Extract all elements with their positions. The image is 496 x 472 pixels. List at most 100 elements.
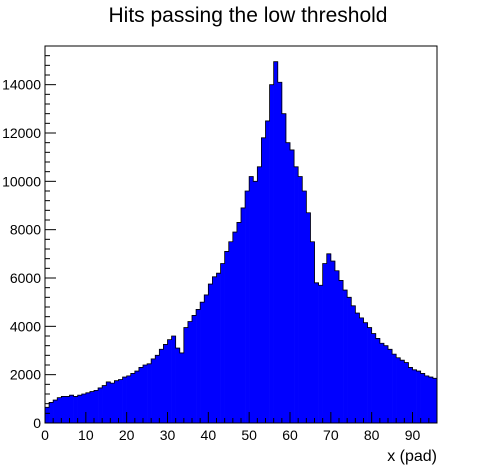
histogram-bar	[383, 345, 389, 423]
histogram-bar	[404, 362, 409, 423]
histogram-bar	[102, 385, 107, 423]
histogram-bar	[175, 348, 181, 423]
histogram-bar	[89, 391, 95, 423]
histogram-bar	[367, 327, 372, 423]
histogram-bar	[208, 284, 213, 423]
histogram-bar	[351, 305, 356, 423]
histogram-bar	[269, 84, 274, 424]
histogram-bar	[49, 402, 54, 423]
histogram-bar	[69, 395, 74, 423]
histogram-bar	[347, 297, 352, 423]
histogram-bar	[318, 285, 323, 423]
histogram-bar	[371, 333, 377, 423]
histogram-bar	[432, 378, 438, 423]
histogram-bar	[273, 61, 279, 423]
histogram-bar	[290, 149, 295, 423]
histogram-bar	[114, 380, 119, 423]
histogram-bar	[416, 371, 421, 423]
histogram-bar	[126, 375, 132, 423]
histogram-bar	[159, 349, 164, 423]
histogram-bar	[130, 373, 136, 423]
histogram-outline	[44, 61, 438, 423]
histogram-bar	[192, 315, 197, 423]
histogram-bar	[396, 357, 401, 423]
histogram-bar	[420, 373, 426, 423]
histogram-bar	[343, 290, 348, 423]
y-tick-label: 12000	[2, 125, 41, 141]
histogram-bar	[359, 317, 364, 423]
histogram-bar	[412, 369, 417, 423]
histogram-bar	[392, 354, 397, 423]
histogram-bar	[265, 120, 270, 424]
x-tick-label: 0	[41, 427, 49, 443]
histogram-bar	[98, 387, 103, 423]
histogram-bar	[322, 263, 328, 423]
histogram-bar	[118, 379, 123, 423]
histogram-bar	[302, 191, 307, 423]
histogram-bar	[171, 336, 176, 423]
y-tick-label: 6000	[10, 270, 41, 286]
histogram-bar	[110, 383, 115, 423]
histogram-bar	[310, 241, 315, 423]
histogram-bar	[216, 273, 221, 423]
histogram-bar	[196, 309, 201, 423]
histogram-bar	[212, 276, 217, 423]
histogram-bar	[232, 232, 238, 423]
histogram-bar	[314, 282, 319, 423]
histogram-bar	[379, 343, 385, 423]
histogram-bar	[326, 253, 332, 423]
histogram-bar	[408, 367, 413, 423]
histogram-bar	[94, 390, 99, 423]
histogram-bar	[277, 82, 283, 423]
histogram-bar	[147, 363, 152, 423]
y-tick-label: 2000	[10, 367, 41, 383]
histogram-bar	[122, 377, 127, 423]
x-tick-label: 90	[405, 427, 421, 443]
x-tick-label: 70	[323, 427, 339, 443]
histogram-bar	[330, 261, 336, 423]
y-tick-label: 8000	[10, 222, 41, 238]
histogram-bar	[77, 395, 83, 423]
histogram-bar	[228, 241, 234, 423]
histogram-bar	[138, 367, 144, 423]
histogram-bar	[261, 137, 266, 424]
histogram-bar	[224, 251, 230, 423]
histogram-bar	[388, 349, 393, 423]
x-tick-label: 10	[78, 427, 94, 443]
histogram-bar	[298, 176, 303, 423]
histogram-bar	[375, 338, 381, 423]
histogram-bar	[45, 407, 50, 423]
histogram-bar	[428, 377, 434, 423]
x-tick-label: 60	[282, 427, 298, 443]
histogram-bar	[151, 358, 156, 423]
y-tick-label: 14000	[2, 77, 41, 93]
x-tick-label: 20	[119, 427, 135, 443]
histogram-bar	[53, 400, 58, 423]
histogram-bar	[155, 355, 160, 423]
histogram-bar	[363, 322, 368, 423]
histogram-bar	[236, 222, 242, 423]
histogram-bar	[143, 365, 148, 423]
histogram-bar	[167, 339, 172, 423]
histogram-bar	[285, 142, 291, 423]
histogram-bar	[204, 294, 209, 423]
x-tick-label: 80	[364, 427, 380, 443]
histogram-bar	[183, 327, 189, 423]
histogram-bar	[249, 176, 254, 423]
histogram-bar	[294, 166, 299, 424]
histogram-bar	[200, 302, 205, 423]
x-tick-label: 30	[160, 427, 176, 443]
histogram-bar	[73, 396, 78, 423]
histogram-bar	[57, 397, 62, 423]
x-axis-label: x (pad)	[387, 448, 437, 465]
histogram-bar	[163, 344, 168, 423]
chart-title: Hits passing the low threshold	[108, 4, 388, 27]
histogram-bar	[400, 360, 405, 423]
histogram-bars	[44, 61, 438, 424]
y-tick-label: 4000	[10, 318, 41, 334]
histogram-bar	[134, 371, 140, 423]
histogram-bar	[61, 396, 66, 423]
histogram-bar	[253, 181, 258, 423]
histogram-bar	[355, 313, 360, 423]
